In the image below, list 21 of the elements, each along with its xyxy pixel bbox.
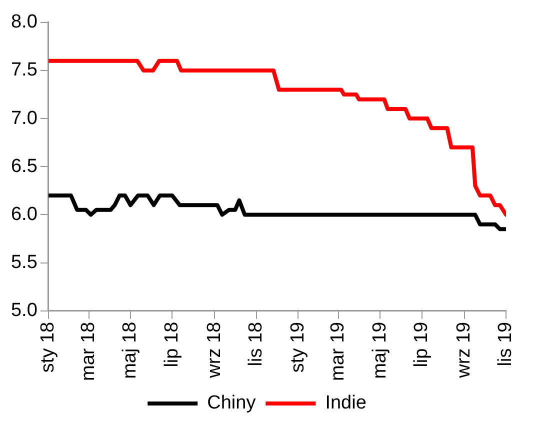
y-tick-label: 5.0 [10, 300, 38, 322]
x-tick-label: sty 19 [287, 322, 308, 373]
x-tick-label: sty 18 [38, 322, 59, 373]
x-tick-label: maj 18 [120, 322, 141, 379]
x-tick-label: mar 19 [328, 322, 349, 382]
x-tick-label: lis 18 [246, 322, 267, 366]
y-tick-label: 5.5 [10, 252, 38, 274]
y-tick-label: 6.0 [10, 204, 38, 225]
x-tick-label: mar 18 [78, 322, 99, 382]
x-tick-label: wrz 19 [454, 322, 475, 379]
legend-label: Chiny [207, 392, 256, 414]
y-tick-label: 7.0 [10, 108, 38, 129]
y-tick-label: 6.5 [10, 156, 38, 177]
x-tick-label: lip 19 [411, 322, 432, 368]
x-tick-label: wrz 18 [204, 322, 225, 379]
y-tick-label: 8.0 [10, 12, 38, 33]
x-tick-label: maj 19 [369, 322, 390, 379]
x-tick-label: lip 18 [161, 322, 182, 368]
legend-label: Indie [325, 392, 366, 414]
x-tick-label: lis 19 [495, 322, 516, 366]
y-tick-label: 7.5 [10, 60, 38, 81]
